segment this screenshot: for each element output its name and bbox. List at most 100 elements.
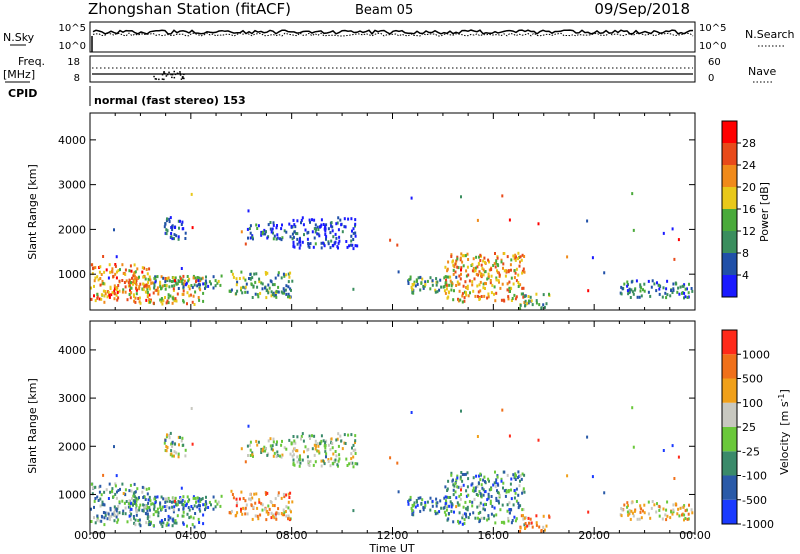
heatmap-cell [503,470,506,474]
heatmap-cell [466,265,469,269]
heatmap-cell [179,500,182,504]
heatmap-cell [527,295,530,298]
heatmap-cell [108,515,111,519]
heatmap-cell [658,505,661,508]
heatmap-cell [626,284,629,288]
heatmap-cell [121,512,124,516]
heatmap-cell [452,298,455,302]
heatmap-cell [324,224,327,228]
heatmap-cell [479,478,482,482]
heatmap-cell [168,279,171,283]
heatmap-cell [449,279,452,283]
heatmap-cell [130,489,133,493]
heatmap-cell [165,284,168,288]
heatmap-cell [275,226,278,230]
colorbar-segment [722,121,737,143]
heatmap-cell [119,268,121,272]
heatmap-cell [649,516,652,520]
heatmap-cell [208,500,211,504]
heatmap-cell [251,453,254,457]
nsearch-tick-low: 10^0 [699,41,726,52]
heatmap-cell [145,504,148,508]
heatmap-cell [411,283,414,286]
heatmap-cell [631,406,634,410]
heatmap-cell [484,502,487,506]
heatmap-cell [466,485,469,489]
heatmap-cell [190,284,193,287]
heatmap-cell [274,276,277,280]
heatmap-cell [502,266,504,270]
heatmap-cell [146,290,149,294]
heatmap-cell [184,231,187,235]
heatmap-cell [168,506,171,510]
heatmap-cell [542,303,545,307]
heatmap-cell [97,499,100,502]
heatmap-cell [202,513,205,517]
heatmap-cell [491,504,494,508]
heatmap-cell [453,510,455,514]
heatmap-cell [665,518,668,522]
heatmap-cell [164,277,167,280]
heatmap-cell [490,487,493,491]
heatmap-cell [687,295,690,299]
heatmap-cell [496,489,498,493]
heatmap-cell [179,497,182,501]
heatmap-cell [280,227,283,231]
heatmap-cell [330,441,333,445]
heatmap-cell [169,294,172,298]
heatmap-cell [471,500,474,504]
heatmap-cell [460,409,462,413]
heatmap-cell [416,503,419,507]
heatmap-cell [683,513,686,517]
heatmap-cell [413,503,415,507]
heatmap-cell [420,281,423,285]
heatmap-cell [443,510,446,514]
heatmap-cell [521,253,524,257]
heatmap-cell [472,476,475,480]
heatmap-cell [522,292,524,296]
heatmap-cell [476,435,479,438]
heatmap-cell [524,303,527,307]
heatmap-cell [508,508,511,512]
time-axis-label: Time UT [368,542,414,554]
heatmap-cell [293,230,296,234]
heatmap-cell [173,237,175,241]
heatmap-cell [661,295,664,299]
y-tick-label: 3000 [58,179,86,192]
heatmap-cell [517,251,520,255]
heatmap-cell [461,260,464,264]
heatmap-cell [141,270,144,274]
heatmap-cell [336,463,339,467]
heatmap-cell [118,279,121,283]
heatmap-cell [522,517,525,521]
heatmap-cell [132,499,135,503]
heatmap-cell [198,298,201,302]
heatmap-cell [251,496,254,500]
heatmap-cell [257,224,260,228]
heatmap-cell [510,477,513,481]
heatmap-cell [181,503,184,507]
colorbar-segment [722,231,737,253]
heatmap-cell [295,232,298,235]
heatmap-cell [114,492,117,496]
heatmap-cell [489,499,492,503]
heatmap-cell [277,285,280,289]
heatmap-cell [471,283,474,287]
heatmap-cell [486,277,489,281]
heatmap-cell [182,289,185,293]
heatmap-cell [519,526,522,530]
heatmap-cell [267,439,270,443]
heatmap-cell [283,291,285,295]
heatmap-cell [444,495,447,499]
heatmap-cell [566,255,569,259]
heatmap-cell [182,510,185,514]
heatmap-cell [315,228,317,231]
heatmap-cell [166,521,169,525]
colorbar-tick-label: 25 [742,421,756,434]
heatmap-cell [92,266,94,270]
heatmap-cell [92,486,94,490]
heatmap-cell [620,292,623,296]
heatmap-cell [177,455,180,459]
heatmap-cell [472,266,475,270]
heatmap-cell [501,408,504,412]
